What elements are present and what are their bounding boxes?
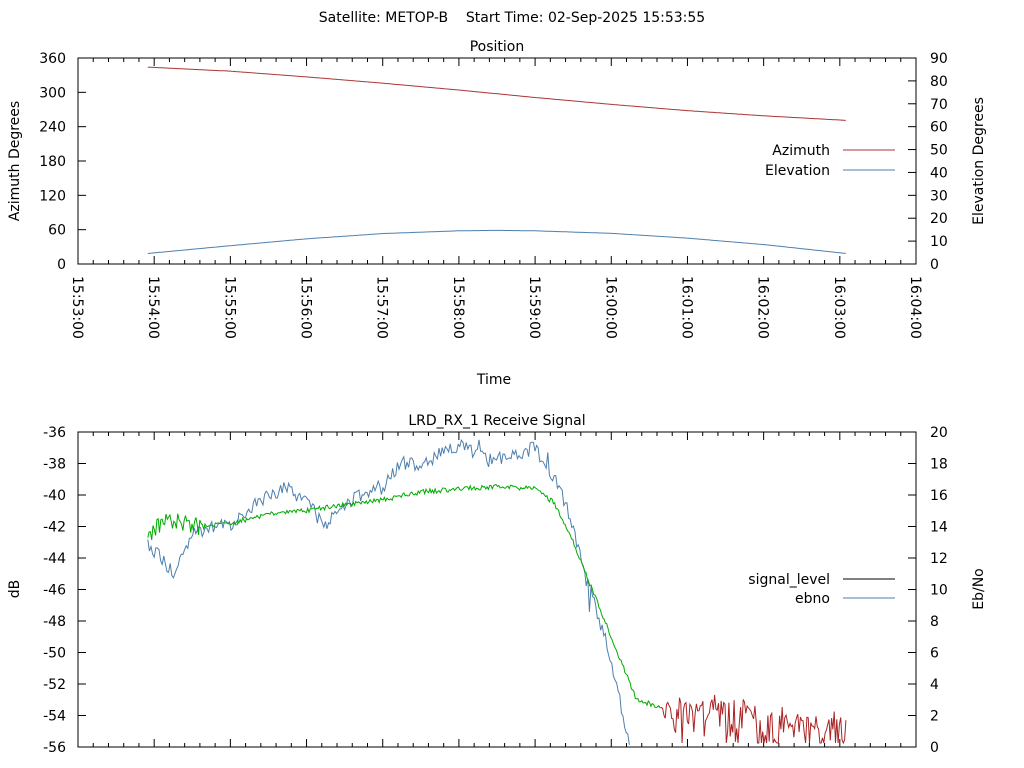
y2-tick-label: 16 xyxy=(930,488,948,504)
legend-signal-level-label: signal_level xyxy=(748,572,830,588)
y2-tick-label: 10 xyxy=(930,234,948,250)
y2-tick-label: 20 xyxy=(930,211,948,227)
y2-tick-label: 6 xyxy=(930,646,939,662)
position-chart: Position 15:53:00 15:54:00 15:55:00 15:56:0… xyxy=(7,39,987,388)
y2-tick-label: 40 xyxy=(930,165,948,181)
y-tick-label: 120 xyxy=(39,188,66,204)
x-tick-label: 15:53:00 xyxy=(69,276,85,339)
y2-tick-label: 10 xyxy=(930,583,948,599)
series-line-elevation xyxy=(147,229,846,254)
x-tick-label: 15:56:00 xyxy=(298,276,314,339)
y2-tick-label: 80 xyxy=(930,74,948,90)
y2-tick-label: 20 xyxy=(930,425,948,441)
legend-elevation-label: Elevation xyxy=(765,163,830,179)
x-tick-label: 16:04:00 xyxy=(907,276,923,339)
y-tick-label: 300 xyxy=(39,85,66,101)
y-tick-label: -48 xyxy=(43,614,66,630)
x-tick-label: 16:00:00 xyxy=(602,276,618,339)
series-line-signal-level-unlocked xyxy=(661,694,847,745)
y-tick-label: 360 xyxy=(39,51,66,67)
y-tick-label: 180 xyxy=(39,154,66,170)
y2-tick-label: 0 xyxy=(930,740,939,756)
x-tick-label: 15:58:00 xyxy=(450,276,466,339)
y2-tick-label: 30 xyxy=(930,188,948,204)
receive-legend: signal_level ebno xyxy=(748,572,895,607)
ebno-axis-title: Eb/No xyxy=(971,568,987,610)
azimuth-axis-title: Azimuth Degrees xyxy=(7,101,23,221)
y-tick-label: -52 xyxy=(43,677,66,693)
y-tick-label: -56 xyxy=(43,740,66,756)
y2-tick-label: 4 xyxy=(930,677,939,693)
y-tick-label: -38 xyxy=(43,457,66,473)
y2-tick-label: 70 xyxy=(930,97,948,113)
position-chart-title: Position xyxy=(470,39,525,55)
y2-tick-label: 8 xyxy=(930,614,939,630)
x-tick-label: 16:03:00 xyxy=(831,276,847,339)
y-tick-label: -42 xyxy=(43,520,66,536)
y-tick-label: 60 xyxy=(48,223,66,239)
y2-tick-label: 50 xyxy=(930,143,948,159)
y2-tick-label: 90 xyxy=(930,51,948,67)
legend-ebno-label: ebno xyxy=(795,591,830,607)
x-tick-label: 15:54:00 xyxy=(145,276,161,339)
y-tick-label: -36 xyxy=(43,425,66,441)
db-axis-title: dB xyxy=(7,580,23,599)
y-tick-label: -40 xyxy=(43,488,66,504)
legend-azimuth-label: Azimuth xyxy=(772,143,830,159)
position-x-axis-title: Time xyxy=(476,372,511,388)
x-tick-label: 16:01:00 xyxy=(678,276,694,339)
y2-tick-label: 0 xyxy=(930,257,939,273)
y2-tick-label: 18 xyxy=(930,457,948,473)
y2-tick-label: 60 xyxy=(930,120,948,136)
x-tick-label: 15:59:00 xyxy=(526,276,542,339)
y-tick-label: -50 xyxy=(43,646,66,662)
elevation-axis-title: Elevation Degrees xyxy=(971,97,987,225)
y-tick-label: -44 xyxy=(43,551,66,567)
y-tick-label: -54 xyxy=(43,709,66,725)
x-tick-label: 15:57:00 xyxy=(374,276,390,339)
series-line-signal-level-locked xyxy=(147,484,663,709)
series-line-azimuth xyxy=(147,66,846,121)
x-tick-label: 16:02:00 xyxy=(755,276,771,339)
y2-tick-label: 2 xyxy=(930,709,939,725)
y2-tick-label: 12 xyxy=(930,551,948,567)
y-tick-label: 240 xyxy=(39,120,66,136)
y-tick-label: -46 xyxy=(43,583,66,599)
position-legend: Azimuth Elevation xyxy=(765,143,895,179)
y2-tick-label: 14 xyxy=(930,520,948,536)
receive-signal-chart: LRD_RX_1 Receive Signal -56 -54 -52 -50 -48 -… xyxy=(7,413,987,756)
receive-signal-chart-title: LRD_RX_1 Receive Signal xyxy=(408,413,585,429)
y-tick-label: 0 xyxy=(57,257,66,273)
x-tick-label: 15:55:00 xyxy=(221,276,237,339)
figure-title: Satellite: METOP-B Start Time: 02-Sep-20… xyxy=(319,10,705,26)
